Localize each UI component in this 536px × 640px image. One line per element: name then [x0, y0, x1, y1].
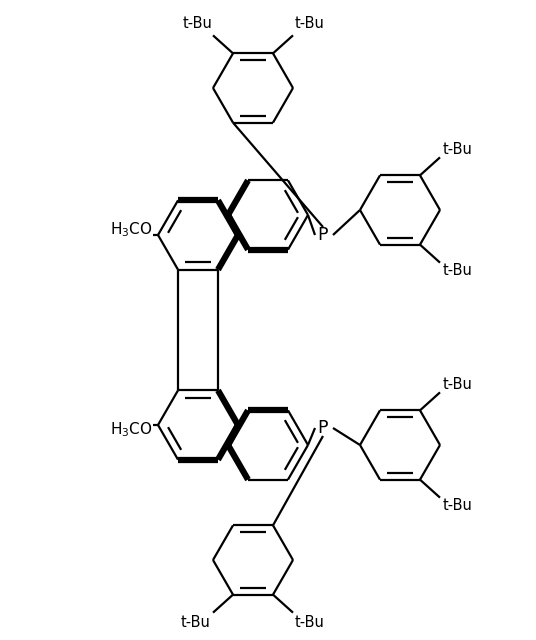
Text: t-Bu: t-Bu — [183, 16, 213, 31]
Text: t-Bu: t-Bu — [295, 16, 325, 31]
Text: t-Bu: t-Bu — [443, 377, 473, 392]
Text: t-Bu: t-Bu — [443, 498, 473, 513]
Text: t-Bu: t-Bu — [295, 615, 325, 630]
Text: t-Bu: t-Bu — [443, 263, 473, 278]
Text: t-Bu: t-Bu — [443, 142, 473, 157]
Text: P: P — [318, 419, 328, 437]
Text: H$_3$CO: H$_3$CO — [110, 420, 153, 439]
Text: t-Bu: t-Bu — [181, 615, 211, 630]
Text: P: P — [318, 226, 328, 244]
Text: H$_3$CO: H$_3$CO — [110, 221, 153, 239]
